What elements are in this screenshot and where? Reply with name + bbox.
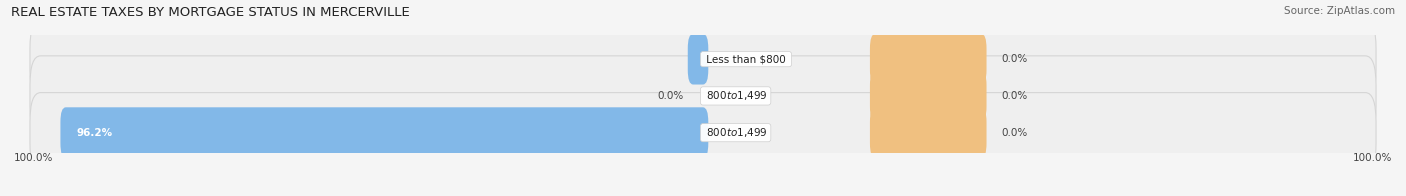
Text: 0.0%: 0.0% [657,91,683,101]
Text: 0.0%: 0.0% [1001,128,1028,138]
Text: 0.0%: 0.0% [1001,54,1028,64]
Text: REAL ESTATE TAXES BY MORTGAGE STATUS IN MERCERVILLE: REAL ESTATE TAXES BY MORTGAGE STATUS IN … [11,6,411,19]
FancyBboxPatch shape [30,93,1376,173]
Text: 100.0%: 100.0% [14,153,53,163]
FancyBboxPatch shape [870,71,987,121]
Text: 100.0%: 100.0% [1353,153,1392,163]
Text: 1.5%: 1.5% [703,54,733,64]
FancyBboxPatch shape [870,34,987,84]
Text: Less than $800: Less than $800 [703,54,789,64]
Text: $800 to $1,499: $800 to $1,499 [703,126,768,139]
FancyBboxPatch shape [60,107,709,158]
Text: Source: ZipAtlas.com: Source: ZipAtlas.com [1284,6,1395,16]
FancyBboxPatch shape [30,19,1376,99]
FancyBboxPatch shape [870,107,987,158]
Text: 0.0%: 0.0% [1001,91,1028,101]
Text: $800 to $1,499: $800 to $1,499 [703,89,768,103]
FancyBboxPatch shape [30,56,1376,136]
FancyBboxPatch shape [688,34,709,84]
Text: 96.2%: 96.2% [76,128,112,138]
